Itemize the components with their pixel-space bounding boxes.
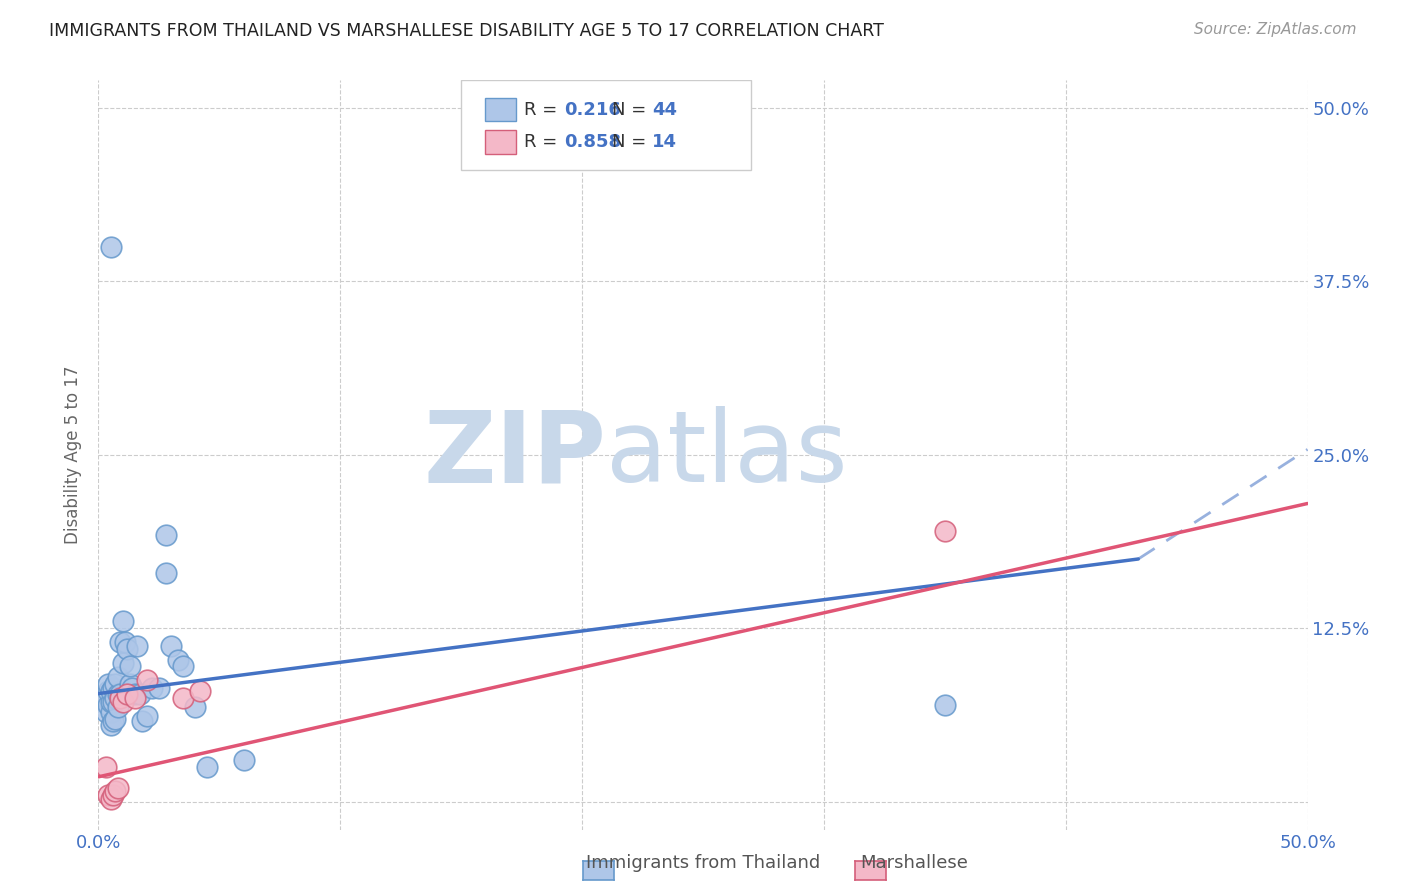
Point (117, 642, 139, 657)
Point (101, 695, 124, 709)
Point (104, 677, 127, 691)
Point (172, 658, 194, 673)
Text: 0.858: 0.858 (564, 133, 621, 151)
Point (94, 705, 117, 719)
Point (118, 658, 141, 673)
Point (100, 683, 122, 698)
Point (100, 705, 122, 719)
Point (188, 683, 211, 698)
Point (184, 700, 207, 714)
Point (100, 792, 122, 806)
Point (104, 690, 127, 705)
Text: IMMIGRANTS FROM THAILAND VS MARSHALLESE DISABILITY AGE 5 TO 17 CORRELATION CHART: IMMIGRANTS FROM THAILAND VS MARSHALLESE … (49, 22, 884, 40)
Text: Source: ZipAtlas.com: Source: ZipAtlas.com (1194, 22, 1357, 37)
Text: R =: R = (524, 133, 562, 151)
Point (101, 681, 124, 695)
Point (101, 788, 124, 802)
Text: ZIP: ZIP (423, 407, 606, 503)
Text: 44: 44 (652, 101, 678, 119)
Y-axis label: Disability Age 5 to 17: Disability Age 5 to 17 (65, 366, 83, 544)
Text: 0.216: 0.216 (564, 101, 621, 119)
Point (135, 708, 157, 723)
Point (97, 683, 120, 698)
Point (934, 698, 956, 712)
Point (160, 640, 183, 654)
Point (121, 681, 143, 695)
Point (108, 690, 131, 705)
Point (155, 566, 177, 580)
FancyBboxPatch shape (485, 129, 516, 153)
Point (104, 712, 127, 726)
Point (128, 687, 150, 701)
Point (101, 714, 124, 729)
Point (111, 695, 134, 709)
Point (195, 760, 218, 774)
Point (108, 687, 131, 701)
Point (131, 714, 153, 729)
Text: atlas: atlas (606, 407, 848, 503)
Point (124, 690, 146, 705)
Point (114, 635, 136, 649)
Point (107, 700, 129, 714)
FancyBboxPatch shape (485, 97, 516, 121)
Point (107, 780, 129, 795)
Point (107, 687, 129, 701)
Point (97, 698, 120, 712)
Point (97, 677, 120, 691)
Point (100, 718, 122, 732)
Point (97, 788, 120, 802)
Point (127, 640, 149, 654)
Point (111, 615, 134, 629)
Point (108, 635, 131, 649)
Point (118, 677, 141, 691)
Point (104, 783, 127, 797)
Point (107, 670, 129, 684)
Point (111, 656, 134, 670)
Text: N =: N = (613, 101, 652, 119)
Point (94, 760, 117, 774)
Point (94, 690, 117, 705)
Point (100, 240, 122, 254)
Point (155, 528, 177, 542)
Point (232, 753, 254, 767)
Text: R =: R = (524, 101, 562, 119)
Text: Marshallese: Marshallese (860, 855, 967, 872)
Point (172, 690, 194, 705)
Point (100, 695, 122, 709)
FancyBboxPatch shape (461, 80, 751, 170)
Text: 14: 14 (652, 133, 678, 151)
Point (141, 681, 163, 695)
Point (135, 673, 157, 687)
Text: N =: N = (613, 133, 652, 151)
Point (124, 687, 146, 701)
Point (167, 653, 190, 667)
Point (934, 524, 956, 539)
Point (117, 687, 139, 701)
Text: Immigrants from Thailand: Immigrants from Thailand (586, 855, 820, 872)
Point (148, 681, 170, 695)
